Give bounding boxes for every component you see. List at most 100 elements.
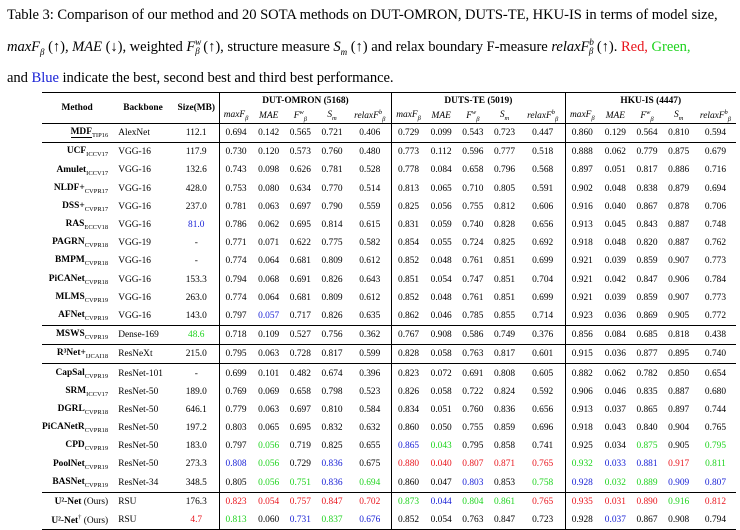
- metric-value: 0.694: [359, 477, 381, 488]
- backbone: VGG-16: [118, 274, 151, 285]
- metric-header: maxFβ: [564, 108, 600, 124]
- metric-value: 0.694: [218, 123, 253, 143]
- metric-value: 0.635: [359, 310, 381, 321]
- metric-value: 0.731: [284, 510, 316, 530]
- metric-value: 0.765: [704, 423, 727, 434]
- metric-value: 0.757: [284, 491, 316, 511]
- metric-value: 0.877: [631, 344, 663, 364]
- metric-value: 0.047: [430, 477, 452, 488]
- metric-value: 0.594: [704, 128, 727, 139]
- metric-value: 0.658: [289, 386, 311, 397]
- metric-value: 0.048: [430, 256, 452, 267]
- metric-value: 0.865: [636, 404, 658, 415]
- model-size: -: [194, 256, 198, 267]
- metric-value: 0.120: [252, 142, 285, 162]
- metric-value: 0.795: [704, 441, 727, 452]
- backbone: VGG-16: [118, 310, 151, 321]
- header-dataset: HKU-IS (4447): [564, 92, 736, 108]
- metric-value: 0.834: [391, 400, 425, 419]
- metric-value: 0.782: [631, 363, 663, 383]
- metric-value: 0.523: [359, 386, 381, 397]
- metric-value: 0.702: [348, 491, 392, 511]
- metric-value: 0.918: [564, 419, 600, 438]
- metric-value: 0.046: [604, 386, 626, 397]
- metric-value: 0.813: [391, 179, 425, 198]
- metric-value: 0.064: [258, 292, 280, 303]
- metric-value: 0.050: [430, 423, 452, 434]
- metric-value: 0.751: [289, 477, 311, 488]
- metric-value: 0.080: [258, 183, 280, 194]
- metric-value: 0.836: [321, 477, 343, 488]
- metric-value: 0.699: [532, 292, 554, 303]
- metric-value: 0.824: [493, 386, 516, 397]
- metric-value: 0.810: [321, 404, 343, 415]
- metric-value: 0.717: [289, 310, 311, 321]
- metric-value: 0.762: [704, 238, 727, 249]
- model-size: 112.1: [185, 128, 207, 139]
- metric-value: 0.897: [668, 404, 690, 415]
- metric-value: 0.062: [258, 220, 280, 231]
- metric-value: 0.674: [315, 363, 349, 383]
- metric-value: 0.797: [218, 437, 253, 456]
- metric-value: 0.858: [493, 441, 516, 452]
- caption-text: (↑).: [596, 38, 618, 55]
- method-name: R³Net+IJCAI18: [42, 344, 113, 364]
- metric-value: 0.915: [564, 344, 600, 364]
- metric-value: 0.825: [321, 441, 343, 452]
- backbone: VGG-16: [118, 183, 151, 194]
- model-size: 646.1: [185, 404, 207, 415]
- results-table: Method Backbone Size(MB) DUT-OMRON (5168…: [42, 92, 736, 530]
- metric-value: 0.917: [668, 459, 690, 470]
- metric-value: 0.747: [462, 274, 484, 285]
- metric-value: 0.758: [532, 477, 554, 488]
- caption-green: Green,: [651, 38, 691, 55]
- metric-value: 0.406: [359, 128, 381, 139]
- caption-red: Red,: [620, 38, 648, 55]
- metric-value: 0.908: [424, 325, 458, 345]
- metric-value: 0.438: [694, 325, 736, 345]
- method-name: RASECCV18: [65, 219, 109, 231]
- metric-value: 0.048: [430, 292, 452, 303]
- metric-value: 0.775: [321, 238, 343, 249]
- metric-value: 0.063: [258, 404, 280, 415]
- model-size: 143.0: [185, 310, 207, 321]
- header-backbone: Backbone: [112, 92, 174, 124]
- method-name: BMPMCVPR18: [55, 255, 109, 268]
- metric-value: 0.696: [532, 423, 554, 434]
- metric-value: 0.767: [391, 325, 425, 345]
- metric-value: 0.859: [636, 256, 658, 267]
- metric-value: 0.847: [488, 510, 521, 530]
- metric-value: 0.823: [218, 491, 253, 511]
- metric-value: 0.809: [321, 292, 343, 303]
- metric-value: 0.817: [636, 165, 658, 176]
- table-row: R³Net+IJCAI18 ResNeXt 215.0 0.795 0.063 0.728…: [42, 344, 736, 364]
- metric-value: 0.057: [258, 310, 280, 321]
- metric-relaxf: relaxF: [551, 38, 590, 55]
- backbone: Dense-169: [112, 325, 174, 345]
- method-name: UCFICCV17: [42, 142, 113, 162]
- metric-value: 0.037: [599, 510, 632, 530]
- metric-header: maxFβ: [218, 108, 253, 124]
- metric-value: 0.805: [493, 183, 516, 194]
- model-size: 4.7: [173, 510, 220, 530]
- metric-value: 0.679: [694, 142, 736, 162]
- metric-value: 0.101: [252, 363, 285, 383]
- method-name: PoolNetCVPR19: [52, 458, 109, 471]
- backbone: RSU: [112, 491, 174, 511]
- metric-value: 0.592: [532, 386, 554, 397]
- metric-value: 0.722: [462, 386, 484, 397]
- table-row: PiCANetRCVPR18 ResNet-50 197.2 0.803 0.065 0.…: [42, 419, 736, 438]
- method-name: U²-Net† (Ours): [42, 510, 113, 530]
- metric-value: 0.895: [662, 344, 695, 364]
- metric-value: 0.072: [424, 363, 458, 383]
- table-row: AFNetCVPR19 VGG-16 143.0 0.797 0.057 0.717 0.8…: [42, 306, 736, 326]
- metric-value: 0.749: [488, 325, 521, 345]
- metric-value: 0.060: [252, 510, 285, 530]
- metric-value: 0.730: [218, 142, 253, 162]
- metric-value: 0.808: [488, 363, 521, 383]
- backbone: ResNet-101: [112, 363, 174, 383]
- model-size: 428.0: [185, 183, 207, 194]
- metric-value: 0.037: [604, 404, 626, 415]
- metric-value: 0.786: [218, 215, 253, 235]
- metric-fw: F: [186, 38, 196, 55]
